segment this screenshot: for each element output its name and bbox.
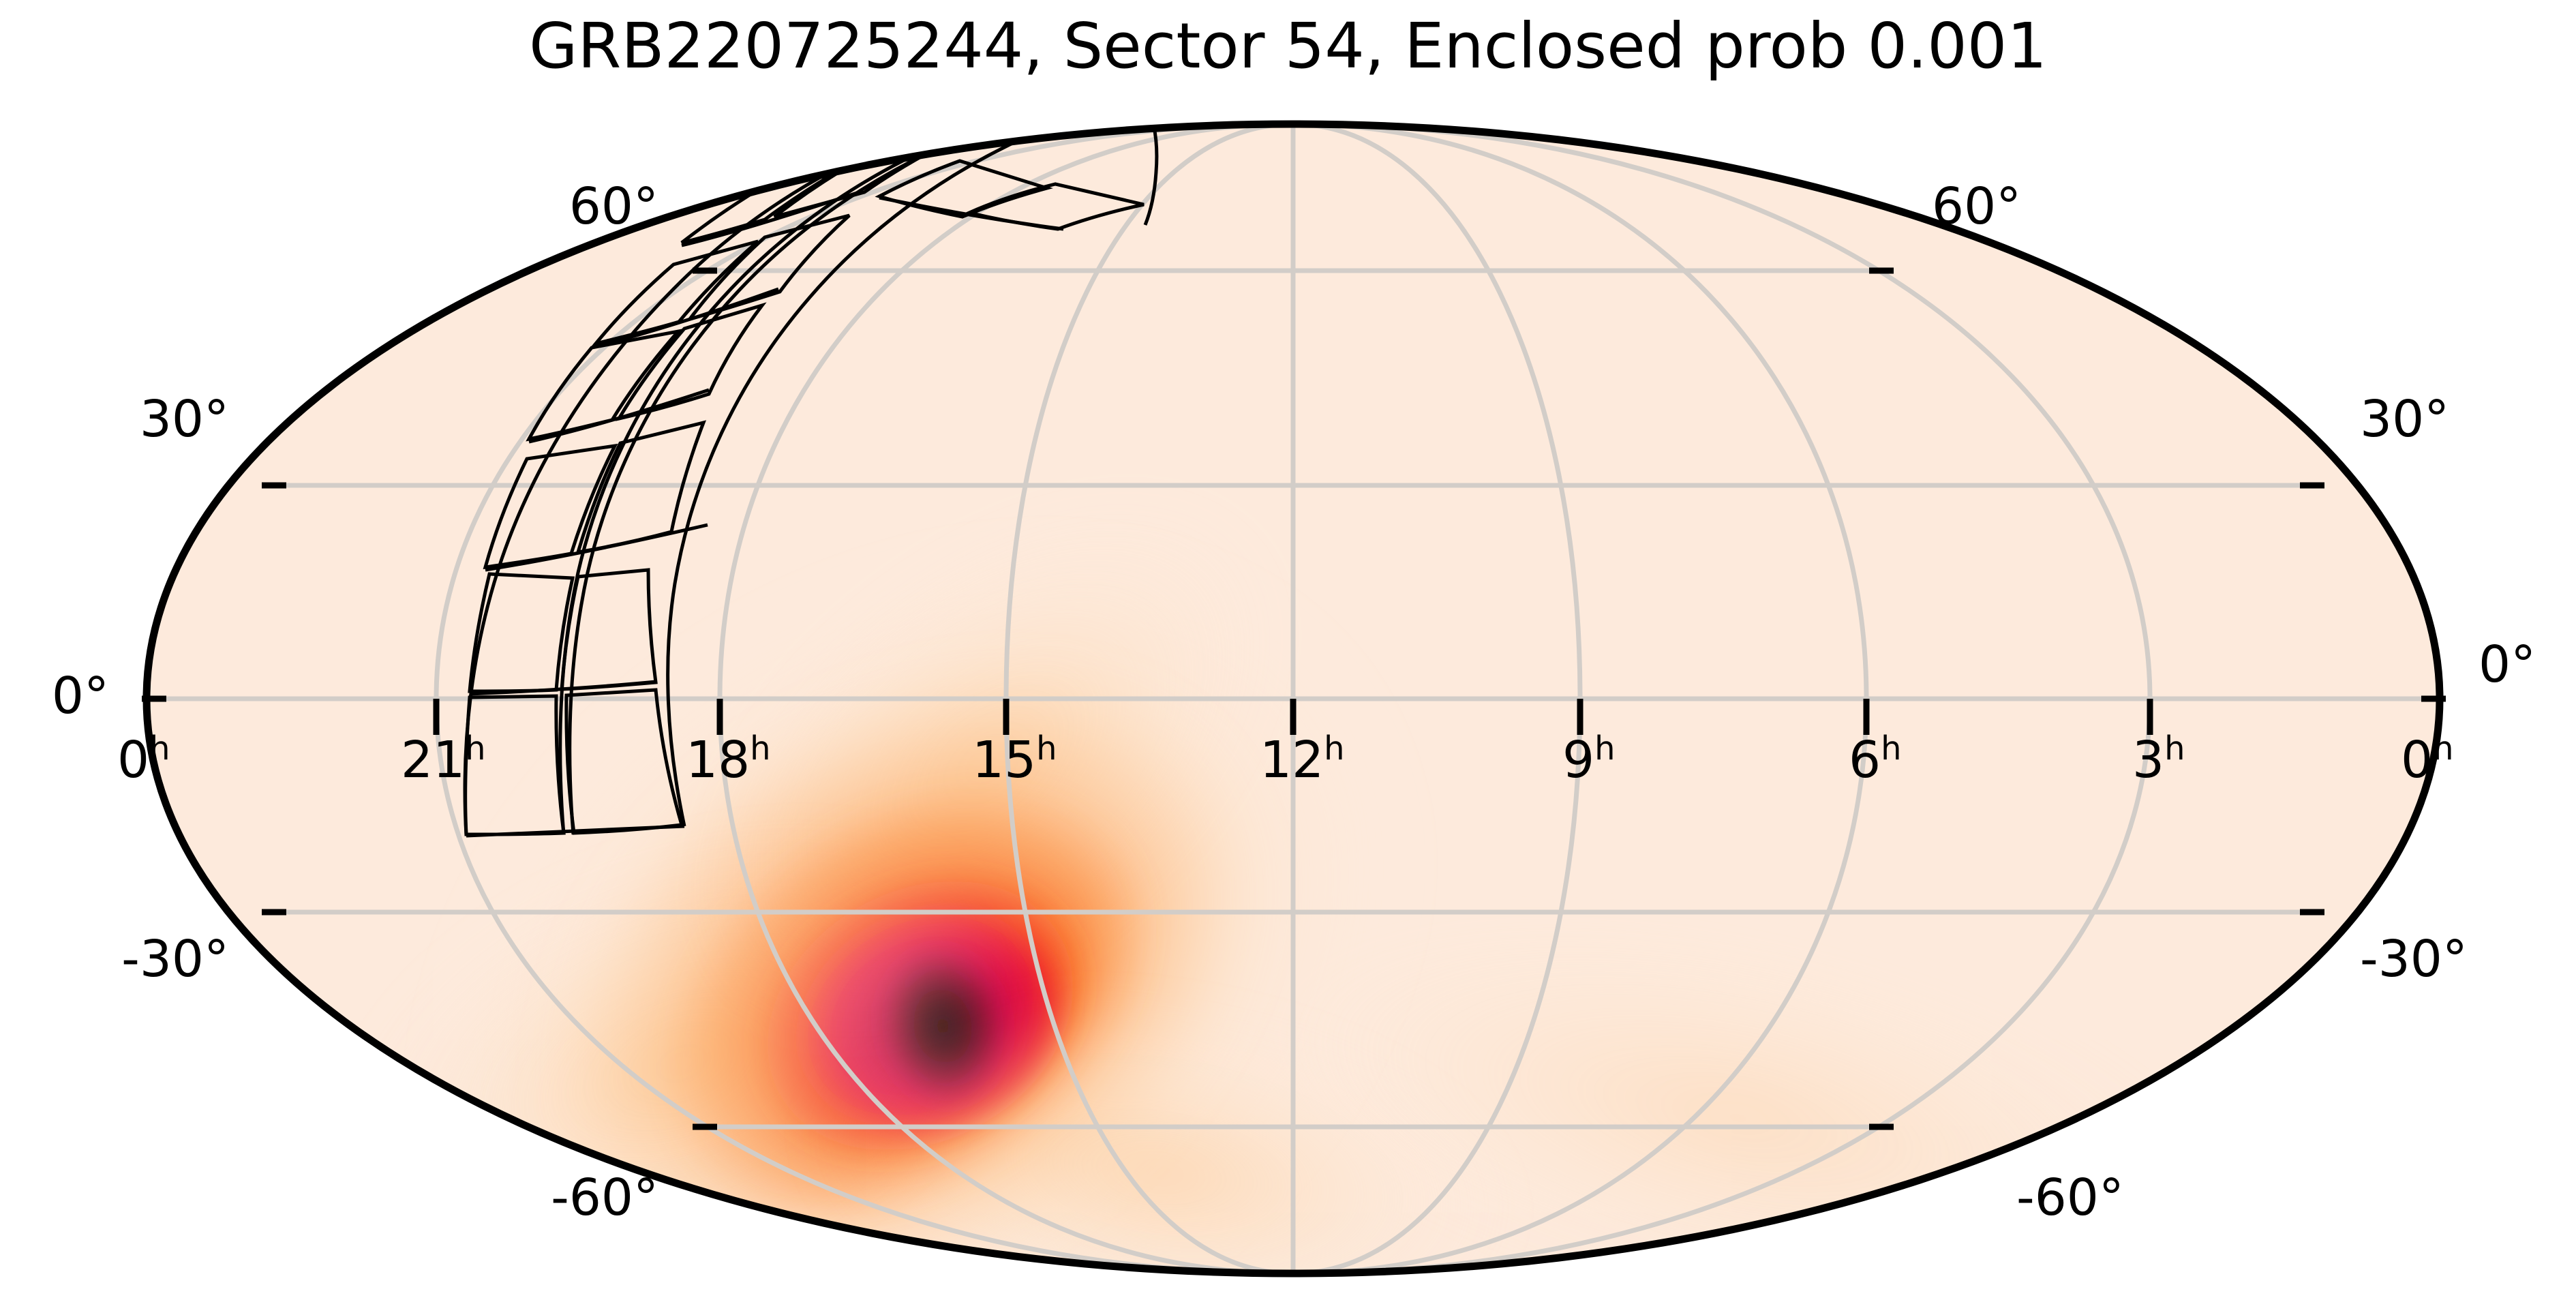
footprint-mid-seam xyxy=(558,124,1130,835)
ra-label-9h: 9h xyxy=(1562,729,1616,789)
dec-tick-labels-left: 60° 30° 0° -30° -60° xyxy=(52,177,658,1227)
ccd-3-4 xyxy=(615,302,767,421)
dec-label-right-m60: -60° xyxy=(2016,1168,2124,1227)
page-title: GRB220725244, Sector 54, Enclosed prob 0… xyxy=(529,10,2047,82)
ra-label-3h: 3h xyxy=(2132,729,2185,789)
dec-label-left-m30: -30° xyxy=(121,930,229,988)
dec-label-left-m60: -60° xyxy=(551,1168,658,1227)
ra-label-15h: 15h xyxy=(972,729,1057,789)
ccd-2-3 xyxy=(680,153,868,245)
footprint-inner-edge xyxy=(666,124,1149,827)
footprint-seam-cam4-cam3 xyxy=(469,680,656,696)
ra-label-6h: 6h xyxy=(1849,729,1902,789)
footprint-seam-cam2-cam1 xyxy=(681,189,864,247)
dec-label-right-m30: -30° xyxy=(2360,930,2468,988)
ra-tick-labels: 0h 21h 18h 15h 12h 9h 6h 3h 0h xyxy=(117,729,2454,789)
dec-label-left-60: 60° xyxy=(569,177,658,236)
footprint-seam-cam2a xyxy=(595,287,779,348)
heatmap-upper-skirt-layer xyxy=(686,487,1290,1040)
footprint-seam-cam1b xyxy=(879,196,1064,231)
dec-tick-labels-right: 60° 30° 0° -30° -60° xyxy=(1932,177,2536,1227)
ra-label-18h: 18h xyxy=(686,729,771,789)
footprint-start-cap xyxy=(466,824,685,838)
dec-label-left-30: 30° xyxy=(140,390,229,449)
tick-marks xyxy=(142,267,2446,1130)
footprint-seam-cam3a xyxy=(485,523,708,572)
footprint-seam-cam3-cam2 xyxy=(528,388,710,444)
footprint-end-cap xyxy=(1133,124,1159,226)
ra-label-12h: 12h xyxy=(1260,729,1345,789)
dec-label-right-30: 30° xyxy=(2360,390,2449,449)
tess-footprint-band xyxy=(463,124,1159,838)
footprint-outer-edge xyxy=(463,124,1135,836)
dec-label-right-60: 60° xyxy=(1932,177,2021,236)
ccd-2-1 xyxy=(591,239,759,347)
dec-label-right-0: 0° xyxy=(2479,635,2536,694)
ra-label-0h-right: 0h xyxy=(2401,729,2454,789)
ra-label-0h-left: 0h xyxy=(117,729,170,789)
ra-label-21h: 21h xyxy=(401,729,486,789)
footprint-mid-seam-2 xyxy=(568,124,1139,835)
dec-label-left-0: 0° xyxy=(52,667,109,725)
ccd-1-3 xyxy=(875,159,1053,219)
